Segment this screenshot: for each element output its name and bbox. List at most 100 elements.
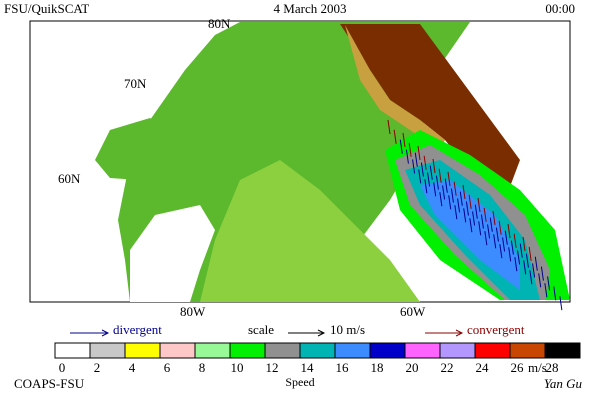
colorbar-tick: 26: [511, 360, 525, 375]
wind-arrow: [487, 224, 491, 239]
wind-arrow: [448, 195, 452, 210]
colorbar-tick: 22: [441, 360, 454, 375]
colorbar-cell: [544, 342, 581, 359]
wind-arrow: [547, 276, 551, 291]
legend-convergent: convergent: [467, 322, 525, 337]
lat-label: 70N: [124, 76, 147, 91]
colorbar-cell: [264, 342, 301, 359]
wind-arrow: [544, 283, 548, 298]
colorbar-tick: 0: [59, 360, 66, 375]
colorbar-cell: [509, 342, 546, 359]
wind-arrow: [553, 286, 557, 301]
wind-arrow: [423, 155, 427, 170]
lat-label: 60N: [58, 171, 81, 186]
wind-arrow: [483, 207, 487, 222]
colorbar-cell: [439, 342, 476, 359]
colorbar-tick: 18: [371, 360, 384, 375]
wind-arrow: [513, 233, 517, 248]
bay: [130, 205, 215, 302]
header-date: 4 March 2003: [274, 1, 347, 16]
legend-arrow-head: [317, 329, 326, 337]
wind-arrow: [492, 210, 496, 226]
wind-arrow: [412, 159, 416, 174]
wind-arrow: [442, 185, 446, 200]
wind-arrow: [510, 240, 514, 255]
wind-arrow: [469, 218, 473, 233]
legend-divergent: divergent: [113, 322, 162, 337]
wind-arrow: [447, 171, 451, 187]
wind-arrow: [540, 266, 544, 281]
land: [95, 118, 175, 180]
colorbar-tick: 4: [129, 360, 136, 375]
wind-arrow: [480, 214, 484, 229]
colorbar-tick: 6: [164, 360, 171, 375]
footer-right: Yan Gu: [544, 376, 583, 391]
colorbar-cell: [369, 342, 406, 359]
colorbar-tick: 28: [546, 360, 559, 375]
colorbar-cell: [404, 342, 441, 359]
wind-arrow: [414, 152, 418, 167]
lon-label: 60W: [400, 304, 426, 319]
colorbar-tick: 20: [406, 360, 419, 375]
map: 80N 70N 60N 80W 60W: [29, 16, 571, 319]
wind-arrow: [519, 243, 523, 258]
lon-label: 80W: [180, 304, 206, 319]
wind-arrow: [474, 204, 478, 219]
wind-arrow: [525, 253, 529, 268]
footer-left: COAPS-FSU: [14, 376, 85, 391]
wind-arrow: [478, 221, 482, 236]
wind-arrow: [399, 139, 403, 154]
wind-arrow: [477, 197, 481, 213]
wind-arrow: [438, 168, 442, 183]
wind-arrow: [529, 270, 533, 285]
colorbar-cell: [54, 342, 91, 359]
colorbar-cell: [334, 342, 371, 359]
wind-arrow: [465, 201, 469, 216]
wind-arrow: [534, 256, 538, 271]
wind-arrow: [453, 181, 457, 196]
colorbar-tick: 24: [476, 360, 490, 375]
wind-arrow: [463, 208, 467, 223]
lat-label: 80N: [208, 16, 231, 31]
colorbar-cell: [159, 342, 196, 359]
wind-arrow: [532, 263, 536, 278]
wind-arrow: [417, 145, 421, 161]
land: [200, 160, 420, 302]
wind-arrow: [429, 165, 433, 180]
wind-arrow: [502, 237, 506, 252]
wind-arrow: [427, 172, 431, 187]
wind-arrow: [420, 162, 424, 177]
colorbar-tick: 16: [336, 360, 350, 375]
wind-arrow: [435, 175, 439, 190]
wind-arrow: [468, 194, 472, 209]
colorbar-cell: [474, 342, 511, 359]
legend-arrow-head: [101, 329, 110, 337]
wind-arrow: [522, 236, 526, 252]
wind-arrow: [393, 129, 397, 144]
wind-arrow: [454, 205, 458, 220]
header-left: FSU/QuikSCAT: [4, 1, 89, 16]
colorbar-tick: 8: [199, 360, 206, 375]
wind-arrow: [504, 230, 508, 245]
wind-arrow: [387, 119, 391, 135]
greenland: [340, 24, 520, 200]
wind-arrow: [514, 257, 518, 272]
wind-arrow: [484, 231, 488, 246]
wind-arrow: [450, 188, 454, 203]
colorbar-cell: [229, 342, 266, 359]
colorbar-cell: [299, 342, 336, 359]
colorbar-cell: [194, 342, 231, 359]
wind-arrow: [462, 184, 466, 200]
wind-arrow: [402, 132, 406, 148]
wind-arrow: [498, 220, 502, 235]
wind-arrow: [507, 223, 511, 239]
colorbar-cell: [124, 342, 161, 359]
wind-arrow: [433, 182, 437, 197]
colorbar: 0 2 4 6 8 10 12 14 16 18 20 22 24 26 28m/s: [54, 342, 581, 375]
colorbar-tick: 12: [266, 360, 279, 375]
wind-arrows: [387, 119, 563, 311]
wind-arrow: [457, 198, 461, 213]
wind-arrow: [408, 142, 412, 157]
legend-scale-value: 10 m/s: [330, 322, 365, 337]
